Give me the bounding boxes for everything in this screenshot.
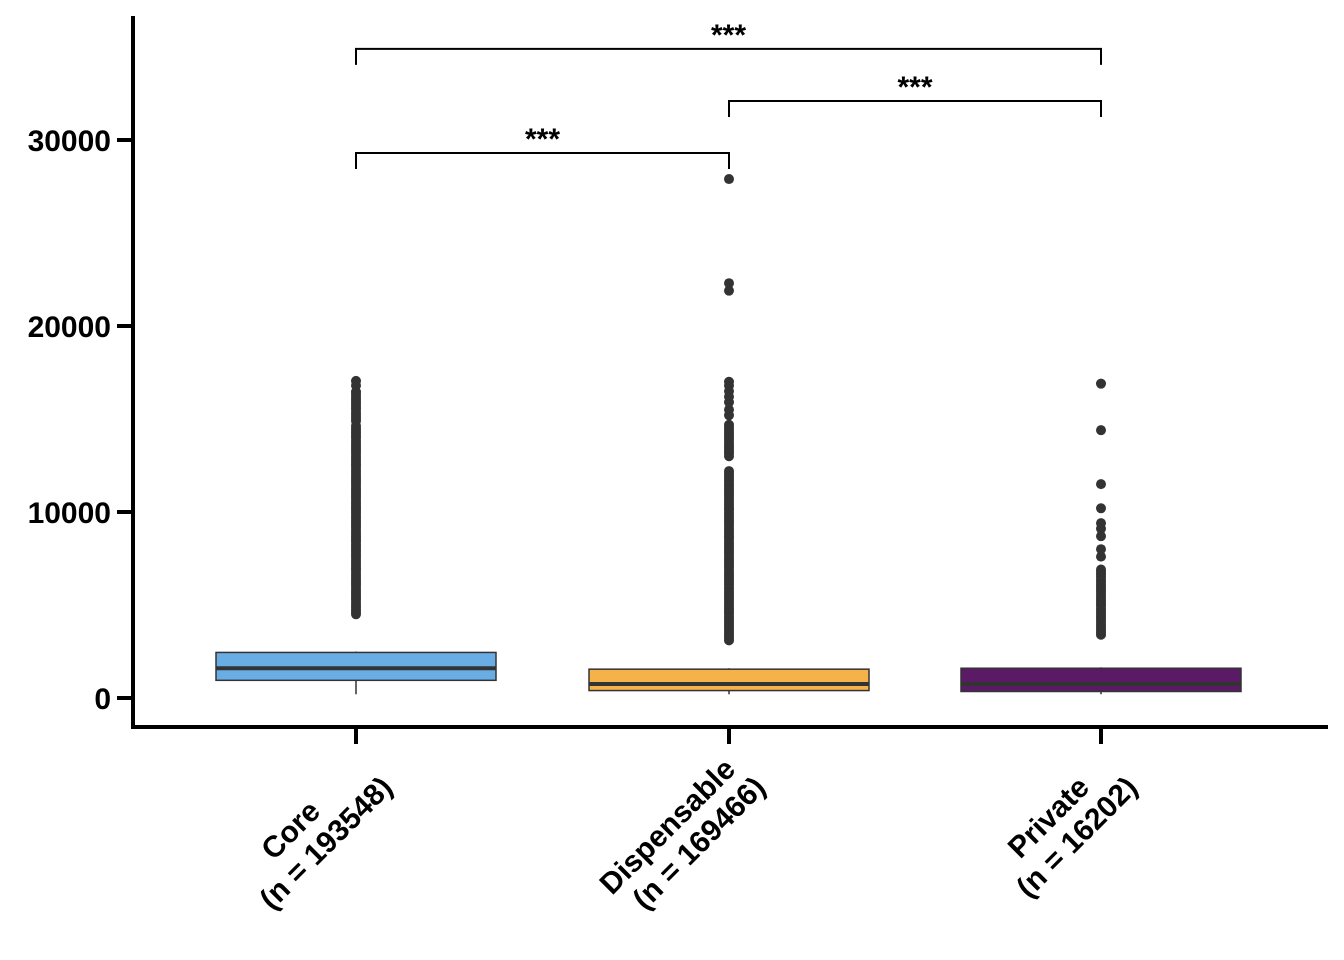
outlier-point	[1096, 544, 1106, 555]
outlier-point	[724, 466, 734, 477]
outlier-point	[724, 419, 734, 430]
x-category-label: Dispensable(n = 169466)	[594, 747, 772, 925]
outlier-point	[1096, 564, 1106, 575]
outlier-point	[351, 375, 361, 386]
y-tick-label: 10000	[28, 497, 111, 530]
bracket-line	[728, 99, 1102, 117]
outlier-point	[1096, 518, 1106, 529]
significance-bracket: ***	[355, 19, 1102, 65]
outlier-point	[1096, 531, 1106, 542]
box-iqr	[960, 667, 1242, 693]
outlier-point	[1096, 479, 1106, 490]
y-tick-label: 30000	[28, 125, 111, 158]
significance-bracket: ***	[728, 71, 1102, 117]
outlier-point	[1096, 425, 1106, 436]
box-group-core	[215, 375, 497, 695]
box-iqr	[588, 668, 870, 692]
x-category-label: Core(n = 193548)	[230, 747, 399, 916]
y-tick-label: 20000	[28, 311, 111, 344]
outlier-point	[1096, 551, 1106, 562]
box-group-private	[960, 378, 1242, 695]
outlier-point	[1096, 503, 1106, 514]
significance-label: ***	[525, 123, 560, 156]
outlier-point	[1096, 378, 1106, 389]
y-tick-label: 0	[94, 683, 111, 716]
outlier-point	[724, 376, 734, 387]
significance-bracket: ***	[355, 123, 730, 170]
bracket-line	[355, 152, 730, 170]
significance-label: ***	[897, 71, 932, 104]
outlier-point	[724, 285, 734, 296]
significance-layer: *** *** ***	[355, 19, 1102, 170]
boxes-layer	[215, 174, 1242, 695]
outlier-point	[724, 278, 734, 289]
box-group-dispensable	[588, 174, 870, 695]
outlier-point	[724, 404, 734, 415]
outlier-point	[724, 174, 734, 185]
significance-label: ***	[711, 19, 746, 52]
x-category-label: Private(n = 16202)	[986, 747, 1144, 905]
bracket-line	[355, 47, 1102, 65]
